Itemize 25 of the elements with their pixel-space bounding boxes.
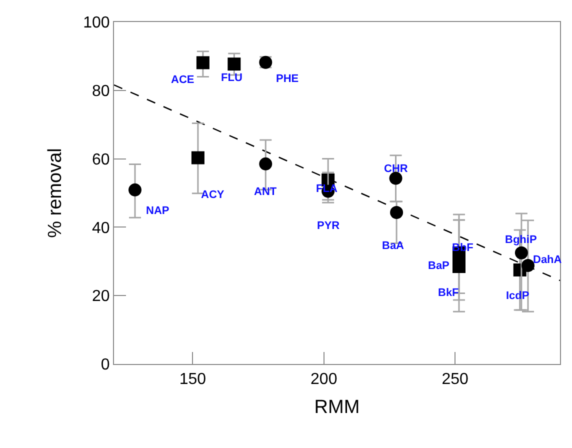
- x-tick-label: 150: [179, 371, 206, 388]
- annotation: ACE: [171, 74, 194, 86]
- annotation: BghiP: [505, 234, 537, 246]
- y-tick-label: 0: [100, 356, 110, 374]
- annotation: NAP: [146, 205, 170, 217]
- y-tick-label: 100: [83, 14, 110, 32]
- annotation: BaP: [428, 260, 450, 272]
- annotation: DahA: [533, 254, 562, 266]
- x-axis-title: RMM: [314, 397, 360, 418]
- x-tick-label: 200: [310, 371, 338, 388]
- annotation: ANT: [254, 186, 277, 198]
- y-axis-title: % removal: [44, 148, 66, 238]
- annotation: FLU: [221, 72, 242, 84]
- annotation: PHE: [276, 73, 299, 85]
- y-tick-label: 80: [92, 83, 110, 100]
- y-tick-label: 20: [92, 288, 110, 306]
- annotation: IcdP: [506, 290, 530, 302]
- y-tick-label: 60: [92, 151, 110, 168]
- annotation: PYR: [317, 220, 340, 232]
- x-tick-label: 250: [442, 371, 469, 388]
- annotation: BaA: [382, 240, 404, 252]
- annotation: ACY: [201, 189, 225, 201]
- annotation: BkF: [438, 287, 460, 299]
- y-tick-label: 40: [92, 220, 110, 237]
- annotation: CHR: [384, 163, 408, 175]
